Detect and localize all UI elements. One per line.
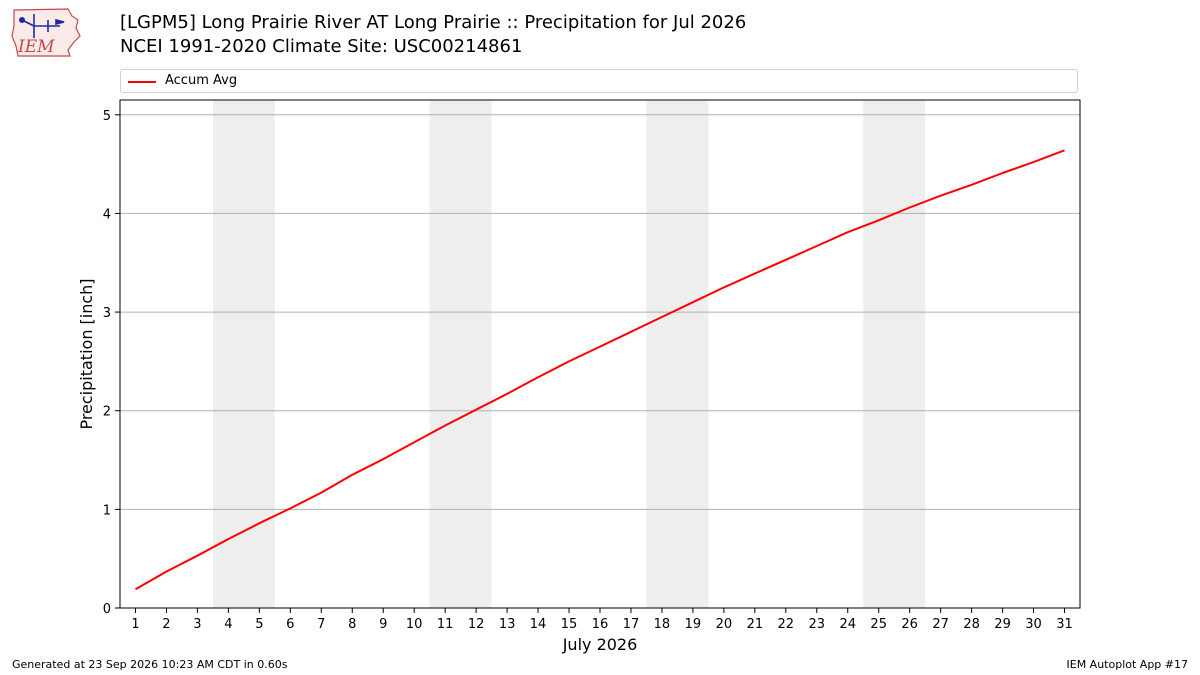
weekend-band-2 [429,100,492,608]
footer-app-text: IEM Autoplot App #17 [1066,658,1189,671]
y-tick-label-5: 5 [103,109,111,124]
y-axis-label: Precipitation [inch] [77,278,96,429]
x-tick-label-29: 29 [994,617,1011,632]
logo-text: IEM [17,37,55,57]
weekend-band-4 [863,100,926,608]
x-tick-label-19: 19 [685,617,702,632]
x-tick-label-4: 4 [224,617,232,632]
legend: Accum Avg [120,69,1078,93]
x-tick-label-27: 27 [932,617,949,632]
x-tick-label-17: 17 [623,617,640,632]
footer-generated-text: Generated at 23 Sep 2026 10:23 AM CDT in… [12,658,288,671]
x-axis-label: July 2026 [562,635,638,654]
x-tick-label-10: 10 [406,617,423,632]
legend-swatch-accum-avg [128,81,156,83]
legend-label-accum-avg: Accum Avg [165,73,238,88]
iem-logo: IEM [11,8,81,57]
y-tick-label-0: 0 [103,602,111,617]
x-tick-label-14: 14 [530,617,547,632]
x-tick-label-11: 11 [437,617,454,632]
series-line-accum-avg [135,149,1065,591]
y-tick-label-1: 1 [103,503,111,518]
x-tick-label-30: 30 [1025,617,1042,632]
x-tick-label-5: 5 [255,617,263,632]
x-tick-label-28: 28 [963,617,980,632]
chart-title: [LGPM5] Long Prairie River AT Long Prair… [120,12,747,33]
x-tick-label-2: 2 [162,617,170,632]
x-tick-label-22: 22 [778,617,795,632]
x-tick-label-7: 7 [317,617,325,632]
chart-subtitle: NCEI 1991-2020 Climate Site: USC00214861 [120,36,523,57]
weekend-band-1 [212,100,275,608]
x-tick-label-3: 3 [193,617,201,632]
y-tick-label-3: 3 [103,306,111,321]
x-tick-label-21: 21 [747,617,764,632]
x-tick-label-1: 1 [131,617,139,632]
x-tick-label-8: 8 [348,617,356,632]
y-tick-label-2: 2 [103,405,111,420]
x-tick-label-31: 31 [1056,617,1073,632]
x-tick-label-12: 12 [468,617,485,632]
y-tick-label-4: 4 [103,207,111,222]
x-tick-label-18: 18 [654,617,671,632]
weather-station-icon [19,14,65,38]
x-tick-label-15: 15 [561,617,578,632]
weekend-band-3 [646,100,709,608]
x-tick-label-26: 26 [901,617,918,632]
x-tick-label-16: 16 [592,617,609,632]
x-tick-label-6: 6 [286,617,294,632]
x-tick-label-20: 20 [716,617,733,632]
x-tick-label-25: 25 [870,617,887,632]
x-tick-label-9: 9 [379,617,387,632]
x-tick-label-24: 24 [839,617,856,632]
x-tick-label-13: 13 [499,617,516,632]
iowa-outline-icon [11,8,81,57]
x-tick-label-23: 23 [809,617,826,632]
